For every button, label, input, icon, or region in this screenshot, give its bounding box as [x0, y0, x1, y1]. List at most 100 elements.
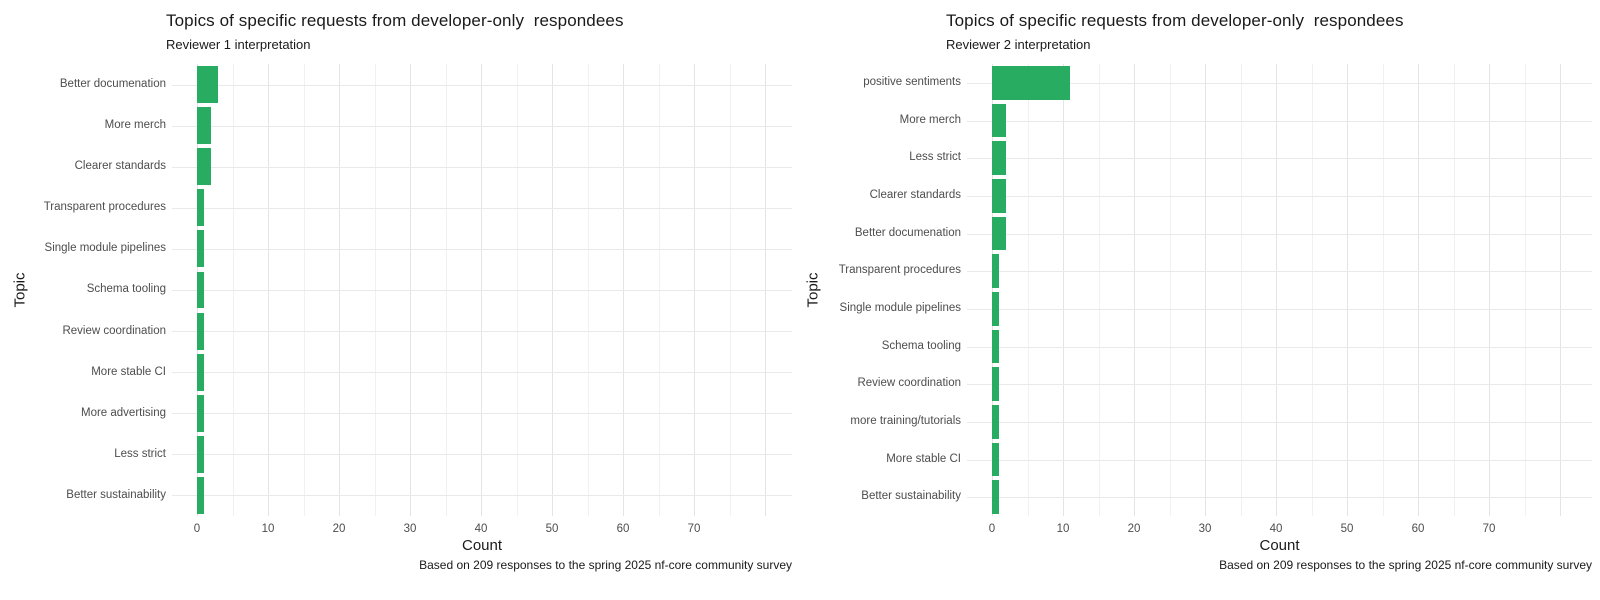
y-gridline	[967, 346, 1592, 348]
x-gridline	[1560, 64, 1561, 516]
x-gridline	[1418, 64, 1419, 516]
y-tick-label: More merch	[899, 113, 961, 126]
bar	[197, 107, 212, 145]
y-gridline	[967, 158, 1592, 160]
bar	[197, 435, 205, 473]
bar	[992, 480, 1000, 515]
y-gridline	[172, 125, 792, 127]
bar	[197, 394, 205, 432]
y-tick-label: Single module pipelines	[839, 302, 961, 314]
y-tick-label: Schema tooling	[881, 339, 961, 352]
y-gridline	[967, 497, 1592, 499]
y-gridline	[172, 84, 792, 86]
x-tick-label: 50	[1340, 523, 1354, 535]
bar	[992, 329, 1000, 364]
x-tick-label: 30	[1198, 523, 1212, 535]
x-gridline	[1276, 64, 1277, 516]
bar	[992, 103, 1007, 138]
x-tick-label: 60	[616, 523, 630, 535]
x-tick-label: 20	[1127, 523, 1141, 535]
y-tick-label: Less strict	[114, 447, 166, 460]
chart-caption: Based on 209 responses to the spring 202…	[1219, 558, 1592, 572]
x-tick-label: 0	[988, 523, 996, 535]
bar	[197, 353, 205, 391]
y-tick-label: More stable CI	[91, 365, 166, 378]
chart-title: Topics of specific requests from develop…	[166, 11, 624, 30]
x-gridline	[1063, 64, 1064, 516]
y-tick-label: Review coordination	[62, 324, 166, 337]
y-tick-label: More advertising	[80, 406, 166, 419]
bar	[197, 66, 219, 104]
bar	[992, 367, 1000, 402]
y-gridline	[172, 372, 792, 374]
x-tick-label: 70	[1482, 523, 1496, 535]
y-tick-label: Less strict	[909, 151, 961, 164]
x-tick-label: 20	[332, 523, 346, 535]
y-gridline	[172, 454, 792, 456]
x-tick-label: 30	[403, 523, 417, 535]
y-tick-label: Schema tooling	[86, 283, 166, 296]
x-tick-label: 40	[474, 523, 488, 535]
x-tick-label: 40	[1269, 523, 1283, 535]
y-tick-label: positive sentiments	[863, 76, 961, 88]
y-tick-label: Better sustainability	[66, 488, 166, 501]
y-gridline	[172, 495, 792, 497]
chart-reviewer-1: Topics of specific requests from develop…	[12, 11, 792, 572]
x-tick-label: 10	[1056, 523, 1070, 535]
plot-panel	[172, 64, 792, 516]
x-axis-title: Count	[461, 537, 503, 554]
x-tick-label: 0	[193, 523, 201, 535]
x-gridline	[1489, 64, 1490, 516]
y-gridline	[967, 308, 1592, 310]
y-gridline	[967, 82, 1592, 84]
y-tick-label: Clearer standards	[869, 189, 961, 201]
bar	[992, 216, 1007, 251]
y-gridline	[172, 413, 792, 415]
y-tick-label: More stable CI	[886, 452, 961, 465]
x-gridline	[1524, 64, 1526, 516]
bar	[197, 189, 205, 227]
x-tick-label: 70	[687, 523, 701, 535]
y-gridline	[967, 120, 1592, 122]
y-tick-label: Review coordination	[857, 377, 961, 390]
y-tick-label: Single module pipelines	[44, 242, 166, 255]
bar	[197, 148, 212, 186]
y-tick-label: more training/tutorials	[850, 415, 961, 427]
x-gridline	[1169, 64, 1171, 516]
x-gridline	[1347, 64, 1348, 516]
x-gridline	[1205, 64, 1206, 516]
x-tick-label: 60	[1411, 523, 1425, 535]
y-gridline	[967, 459, 1592, 461]
y-tick-label: Transparent procedures	[43, 201, 166, 214]
bar	[992, 65, 1071, 100]
chart-subtitle: Reviewer 2 interpretation	[946, 37, 1091, 52]
y-gridline	[967, 233, 1592, 235]
chart-caption: Based on 209 responses to the spring 202…	[419, 558, 792, 572]
y-gridline	[967, 421, 1592, 423]
bar	[992, 254, 1000, 289]
bar	[992, 291, 1000, 326]
y-tick-label: Better documenation	[854, 226, 961, 239]
y-gridline	[172, 331, 792, 333]
y-gridline	[172, 166, 792, 168]
y-gridline	[172, 290, 792, 291]
x-gridline	[1027, 64, 1029, 516]
x-gridline	[1098, 64, 1100, 516]
bar	[197, 271, 205, 309]
x-gridline	[1311, 64, 1313, 516]
bar	[992, 178, 1007, 213]
x-tick-label: 50	[545, 523, 559, 535]
x-gridline	[1382, 64, 1384, 516]
y-tick-label: Better sustainability	[861, 490, 961, 503]
bar	[197, 230, 205, 268]
chart-reviewer-2: Topics of specific requests from develop…	[800, 0, 1600, 600]
bar	[992, 141, 1007, 176]
bar	[992, 404, 1000, 439]
x-gridline	[1453, 64, 1455, 516]
y-gridline	[172, 248, 792, 250]
y-tick-label: Better documenation	[59, 78, 166, 90]
y-gridline	[967, 195, 1592, 197]
y-tick-label: Transparent procedures	[838, 264, 961, 277]
y-tick-label: More merch	[104, 119, 166, 132]
